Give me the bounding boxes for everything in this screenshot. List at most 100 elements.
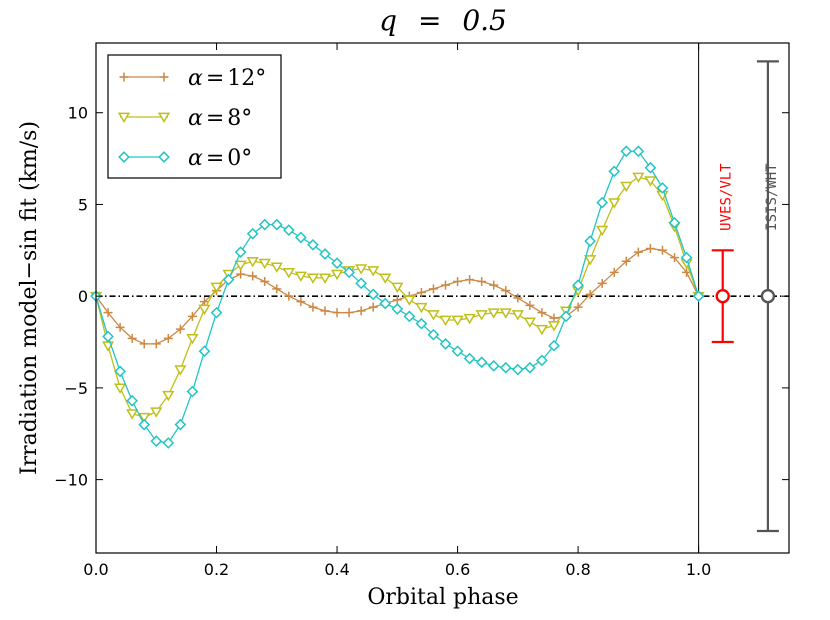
series-2-point bbox=[246, 227, 259, 240]
series-1-point bbox=[632, 172, 645, 183]
series-0-point bbox=[308, 302, 318, 312]
series-0-point bbox=[525, 300, 535, 310]
error-bar-1: ISIS/WHT bbox=[756, 60, 780, 533]
series-1-point bbox=[403, 295, 416, 306]
legend-swatch-marker bbox=[157, 112, 171, 124]
legend-value: 0° bbox=[227, 146, 252, 171]
series-1-point bbox=[439, 315, 452, 327]
series-2-point bbox=[620, 145, 633, 158]
error-bar-point bbox=[760, 288, 776, 304]
legend-label: α = 8° bbox=[188, 106, 252, 131]
plot-frame bbox=[95, 42, 790, 554]
series-2-point bbox=[560, 310, 572, 323]
series-2-point bbox=[391, 303, 404, 315]
series-1-point bbox=[210, 282, 223, 294]
series-2-point bbox=[150, 435, 163, 447]
series-0-point bbox=[513, 293, 523, 303]
series-0-point bbox=[489, 280, 499, 290]
legend-greek: α bbox=[188, 146, 203, 171]
legend-value: 8° bbox=[227, 106, 252, 131]
y-tick-label: 10 bbox=[68, 104, 88, 123]
legend-swatch-marker bbox=[117, 112, 131, 124]
legend-eq: = bbox=[206, 66, 224, 91]
y-tick-label: 5 bbox=[78, 195, 88, 214]
series-1-point bbox=[584, 255, 597, 266]
series-1-point bbox=[246, 256, 259, 268]
y-tick-label: −5 bbox=[64, 379, 88, 398]
title-equals: = bbox=[418, 4, 441, 37]
legend-label: α = 0° bbox=[188, 146, 252, 171]
legend-swatch-marker bbox=[118, 151, 130, 163]
series-0-point bbox=[236, 269, 246, 279]
series-0-point bbox=[477, 276, 487, 286]
series-2-point bbox=[536, 354, 548, 367]
legend-swatch-marker bbox=[119, 72, 129, 82]
legend-entry-2: α = 0° bbox=[118, 146, 252, 171]
series-layer bbox=[89, 145, 705, 449]
series-2-point bbox=[463, 352, 476, 365]
series-2-point bbox=[499, 361, 512, 374]
series-2-point bbox=[234, 246, 247, 258]
series-0-point bbox=[501, 286, 511, 296]
series-1-point bbox=[391, 282, 404, 294]
series-1-point bbox=[547, 321, 561, 332]
legend-label: α = 12° bbox=[188, 66, 266, 91]
legend-swatch-marker bbox=[158, 151, 170, 163]
series-2-point bbox=[487, 360, 500, 372]
series-2-point bbox=[355, 277, 368, 290]
series-0-point bbox=[585, 289, 595, 299]
series-2-point bbox=[692, 290, 705, 303]
series-0-point bbox=[151, 339, 161, 349]
legend-entry-0: α = 12° bbox=[119, 66, 266, 91]
series-2-point bbox=[427, 328, 440, 341]
y-axis-label: Irradiation model−sin fit (km/s) bbox=[17, 121, 42, 475]
axes-layer bbox=[95, 42, 790, 554]
series-2-point bbox=[222, 273, 235, 286]
title-variable: q bbox=[379, 4, 397, 37]
series-0-point bbox=[344, 308, 354, 318]
series-0-point bbox=[670, 253, 680, 263]
series-2-point bbox=[656, 182, 669, 194]
series-2-point bbox=[548, 339, 560, 352]
series-2-point bbox=[668, 216, 681, 229]
x-tick-label: 0.8 bbox=[565, 560, 590, 579]
series-1-point bbox=[415, 302, 428, 314]
series-0-point bbox=[356, 306, 366, 316]
series-2-point bbox=[162, 437, 175, 449]
series-2-point bbox=[331, 257, 343, 270]
series-2-point bbox=[572, 279, 584, 292]
series-0-point bbox=[175, 324, 185, 334]
series-2-point bbox=[475, 356, 488, 369]
series-2-point bbox=[367, 288, 380, 301]
series-2-point bbox=[644, 161, 657, 174]
series-1-point bbox=[294, 271, 307, 283]
series-1-point bbox=[113, 383, 127, 394]
series-0-point bbox=[320, 306, 330, 316]
series-2-point bbox=[174, 418, 187, 431]
series-1-point bbox=[523, 317, 536, 328]
series-0-point bbox=[645, 243, 655, 253]
series-0-point bbox=[284, 291, 294, 301]
series-2-point bbox=[680, 251, 693, 264]
series-0-point bbox=[465, 275, 475, 285]
series-1-point bbox=[318, 273, 332, 284]
legend-eq: = bbox=[206, 106, 224, 131]
series-2-point bbox=[210, 306, 223, 319]
series-1-point bbox=[150, 407, 163, 418]
series-2-point bbox=[632, 145, 645, 158]
legend: α = 12°α = 8°α = 0° bbox=[107, 54, 282, 179]
series-2-point bbox=[295, 231, 307, 244]
series-1-point bbox=[608, 198, 621, 209]
error-bar-layer: UVES/VLT ISIS/WHT bbox=[711, 60, 780, 533]
series-2-point bbox=[343, 266, 355, 279]
series-0-point bbox=[428, 284, 438, 294]
series-2-point bbox=[403, 310, 416, 323]
legend-entry-1: α = 8° bbox=[117, 106, 252, 131]
series-2-point bbox=[511, 363, 524, 376]
series-2-point bbox=[102, 330, 114, 343]
series-1-point bbox=[282, 267, 295, 279]
series-1-point bbox=[511, 310, 524, 321]
series-2-point bbox=[319, 248, 331, 260]
series-2-point bbox=[451, 345, 464, 358]
series-1-point bbox=[487, 308, 500, 319]
